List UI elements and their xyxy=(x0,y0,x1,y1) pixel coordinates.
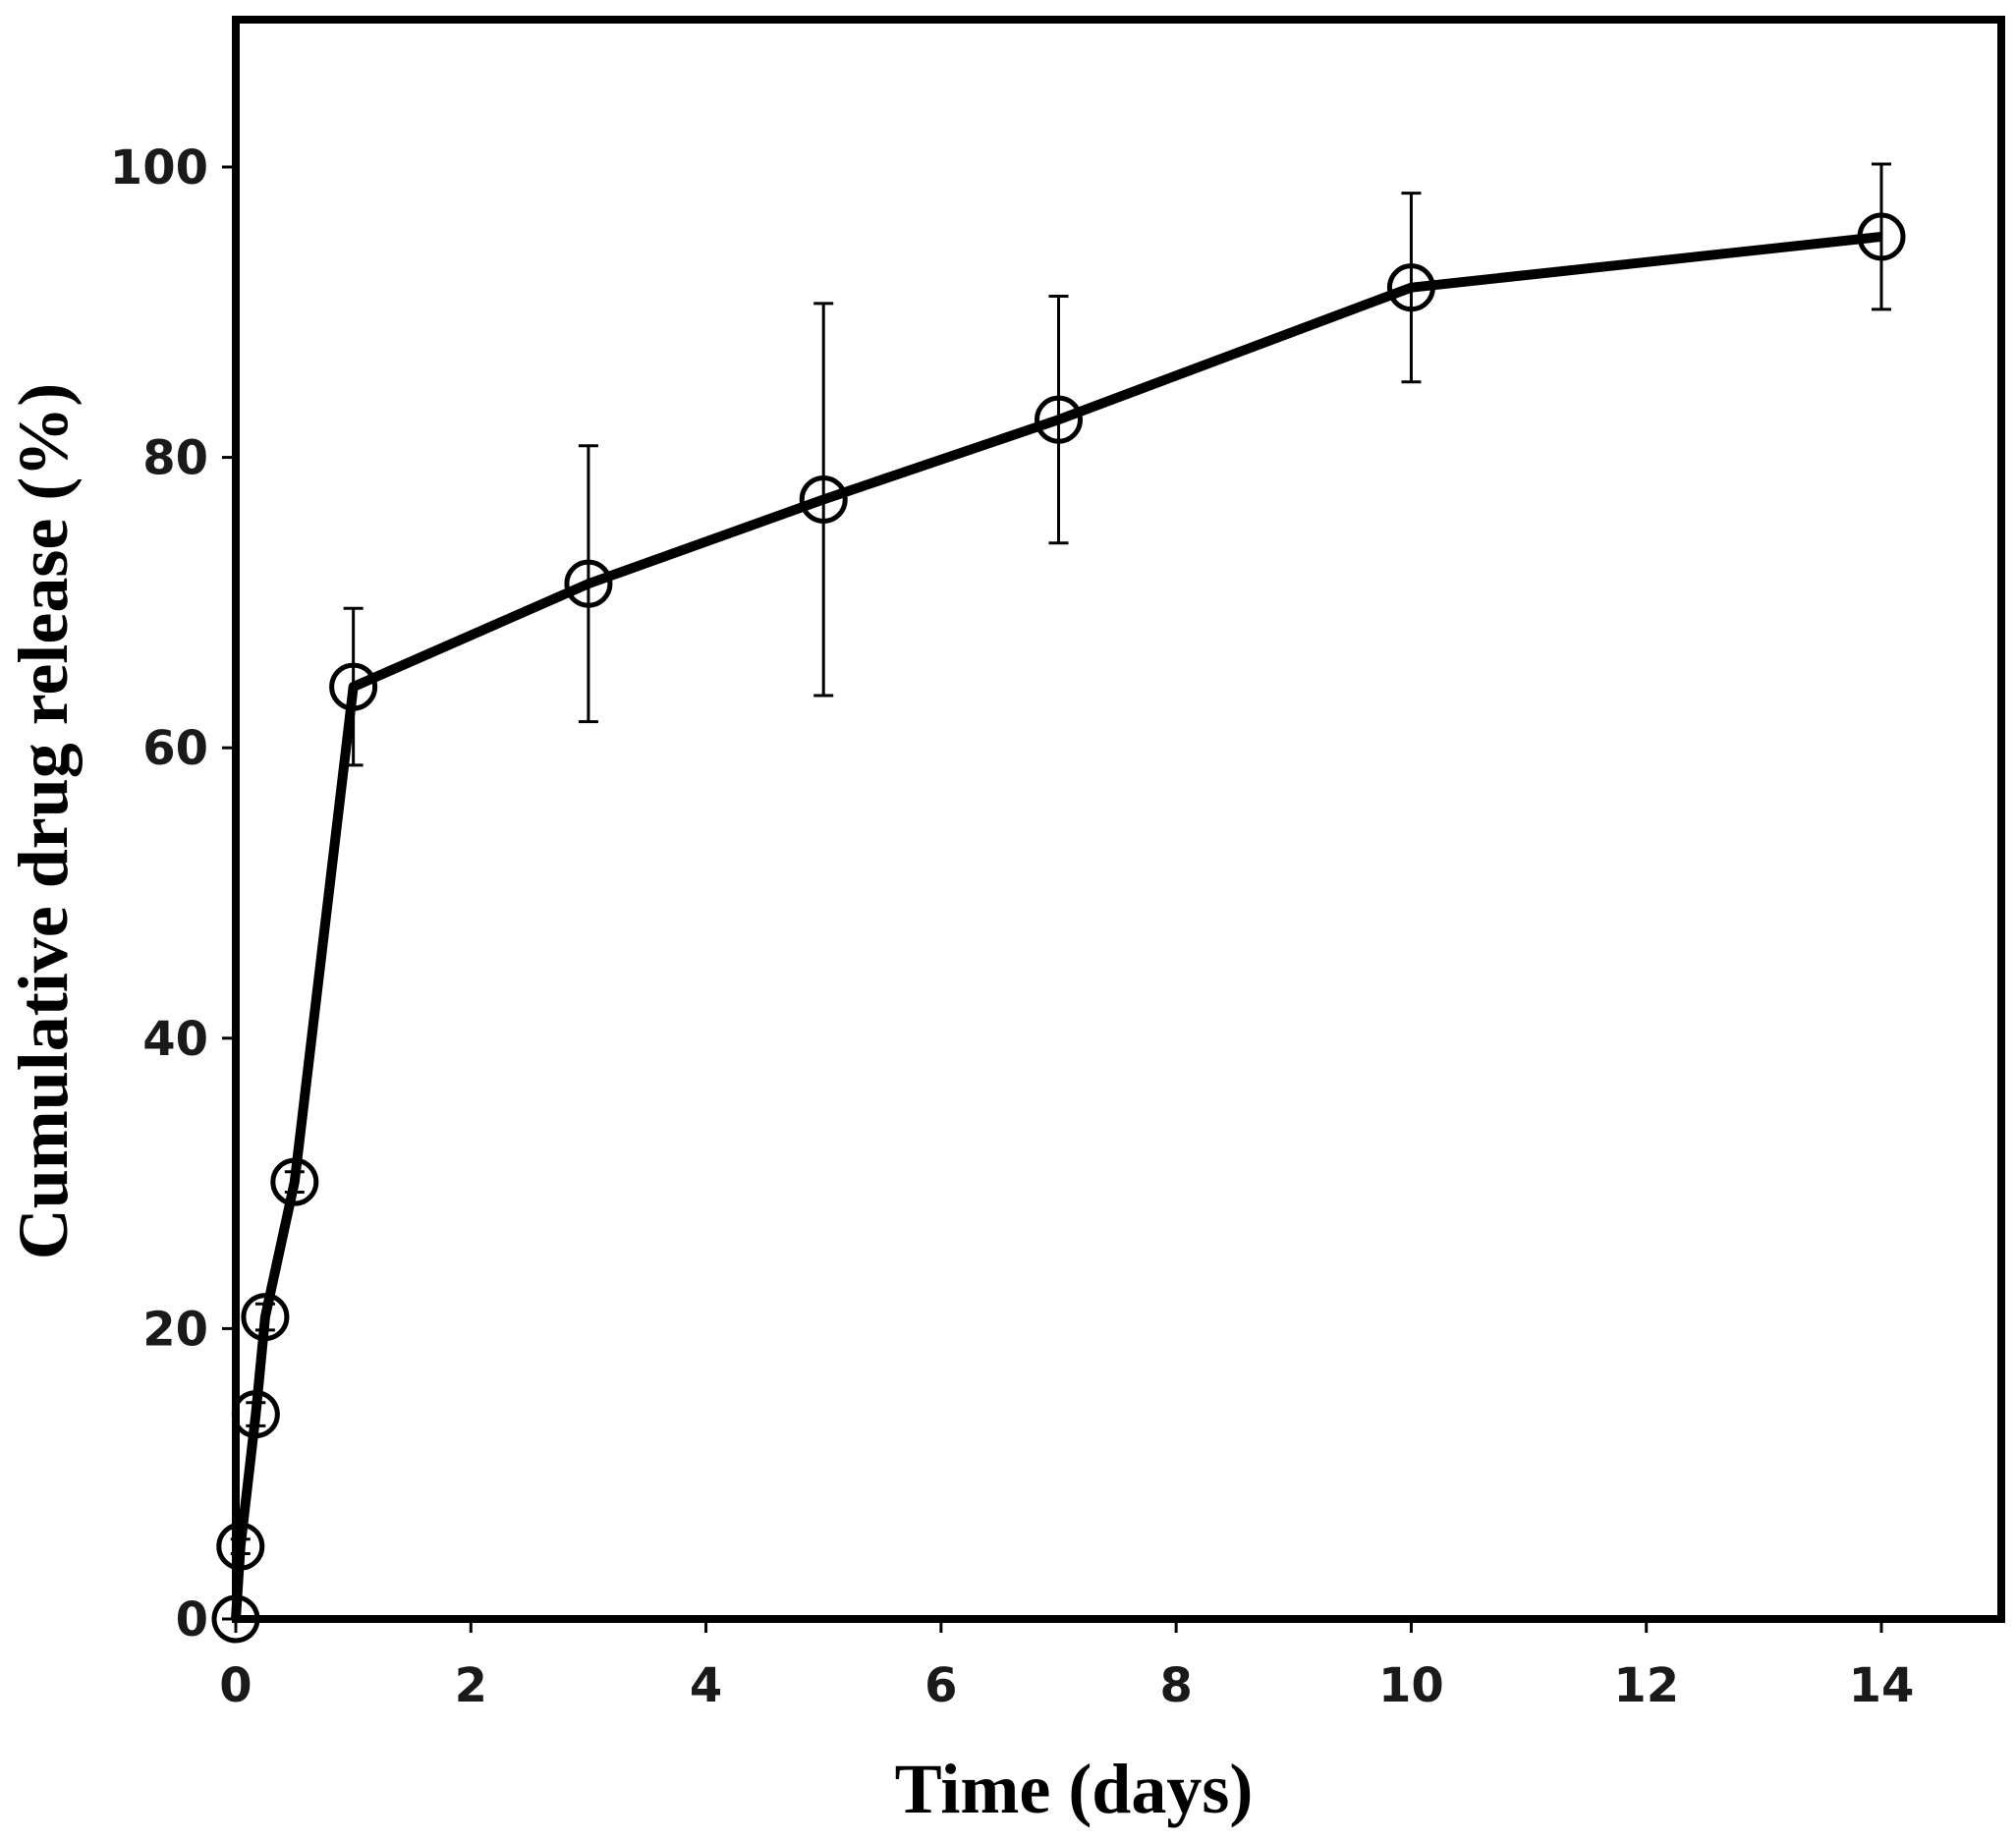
y-tick-label-20: 20 xyxy=(142,1302,208,1357)
x-tick-label-12: 12 xyxy=(1613,1658,1679,1713)
plot-area xyxy=(232,16,2005,1623)
data-point-3 xyxy=(241,1293,290,1342)
y-axis-title: Cumulative drug release (%) xyxy=(4,383,83,1260)
data-point-6 xyxy=(564,559,613,608)
x-tick-label-14: 14 xyxy=(1849,1658,1915,1713)
data-point-2 xyxy=(231,1390,280,1439)
data-point-7 xyxy=(799,474,848,524)
series xyxy=(211,162,1906,1644)
y-tick-label-100: 100 xyxy=(110,140,208,195)
x-tick-label-6: 6 xyxy=(924,1658,957,1713)
x-axis-title: Time (days) xyxy=(895,1750,1254,1828)
y-tick-label-0: 0 xyxy=(176,1592,208,1647)
y-tick-label-80: 80 xyxy=(142,431,208,486)
x-tick-label-10: 10 xyxy=(1378,1658,1444,1713)
data-point-10 xyxy=(1857,212,1906,261)
x-tick-label-0: 0 xyxy=(219,1658,252,1713)
data-point-0 xyxy=(211,1594,260,1644)
data-point-4 xyxy=(270,1157,319,1206)
data-point-1 xyxy=(216,1522,265,1571)
series-line xyxy=(231,231,1882,1620)
axes: 0 20 40 60 80 100 0 2 4 6 8 10 12 14 xyxy=(110,140,1915,1713)
data-point-9 xyxy=(1386,263,1435,312)
data-point-5 xyxy=(329,662,378,711)
y-tick-label-60: 60 xyxy=(142,721,208,776)
x-tick-label-8: 8 xyxy=(1159,1658,1192,1713)
data-point-8 xyxy=(1035,395,1083,444)
y-tick-label-40: 40 xyxy=(142,1012,208,1067)
x-tick-label-2: 2 xyxy=(455,1658,487,1713)
x-tick-label-4: 4 xyxy=(690,1658,722,1713)
